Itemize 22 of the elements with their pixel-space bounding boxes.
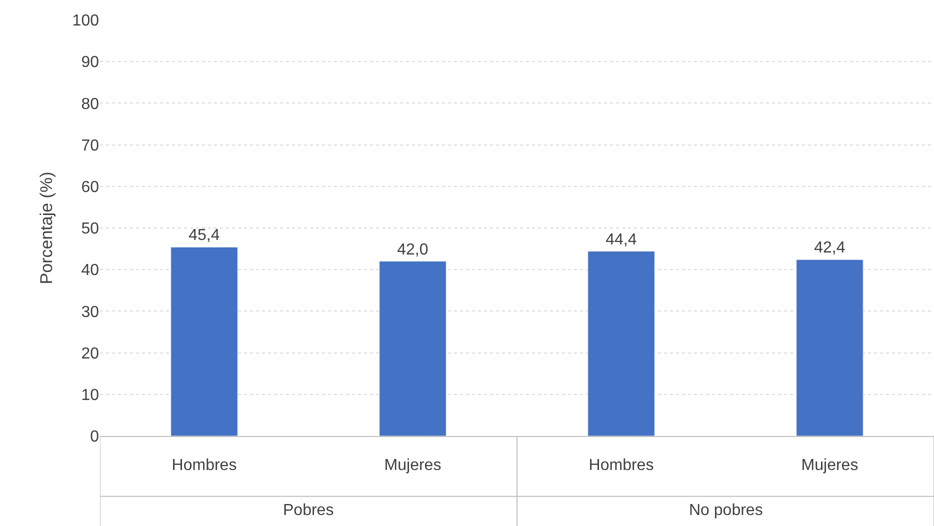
y-tick-label: 90 xyxy=(81,54,100,72)
text: Pobres xyxy=(283,502,334,519)
y-tick-label: 40 xyxy=(81,262,100,280)
y-tick-label: 50 xyxy=(81,220,100,238)
y-tick-label: 30 xyxy=(81,304,100,321)
y-tick-label: 80 xyxy=(81,96,100,113)
y-axis-title: Porcentaje (%) xyxy=(36,172,56,284)
y-tick-label: 100 xyxy=(72,12,100,30)
x-tick-label: Hombres xyxy=(172,457,237,474)
data-label: 45,4 xyxy=(188,227,220,244)
data-label: 44,4 xyxy=(606,231,637,248)
y-tick-label: 0 xyxy=(90,428,100,446)
text: No pobres xyxy=(689,502,763,519)
y-tick-label: 60 xyxy=(81,179,100,196)
data-label: 42,0 xyxy=(397,241,428,258)
x-tick-label: Mujeres xyxy=(384,457,442,474)
data-label: 42,4 xyxy=(814,240,846,257)
x-tick-label: Hombres xyxy=(588,457,654,474)
y-tick-label: 20 xyxy=(81,345,100,362)
y-tick-label: 10 xyxy=(81,387,100,404)
x-tick-label: Mujeres xyxy=(801,457,858,474)
y-tick-label: 70 xyxy=(81,137,100,154)
